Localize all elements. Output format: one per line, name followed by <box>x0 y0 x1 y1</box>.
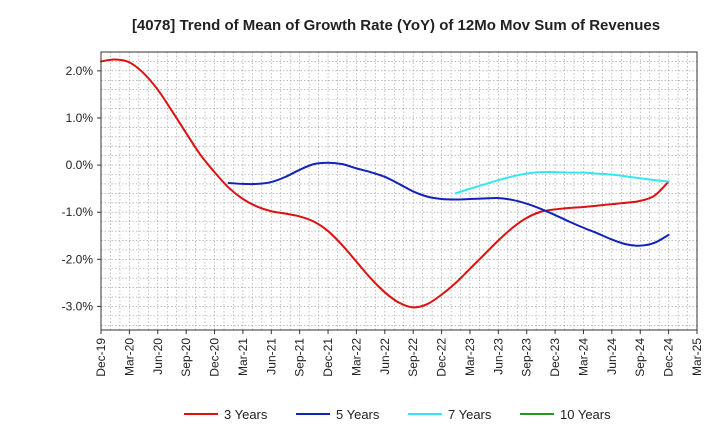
legend-label-10-years: 10 Years <box>560 407 611 422</box>
grid-layer <box>100 51 698 330</box>
y-tick-label: -2.0% <box>62 252 94 266</box>
x-tick-label: Dec-20 <box>208 338 222 377</box>
x-tick-label: Sep-20 <box>179 338 193 377</box>
y-tick-label: 1.0% <box>66 111 94 125</box>
x-tick-label: Dec-23 <box>548 338 562 377</box>
series-line-7-years <box>454 171 670 195</box>
x-tick-label: Jun-24 <box>605 338 619 375</box>
legend-label-7-years: 7 Years <box>448 407 492 422</box>
series-line-3-years <box>100 58 670 309</box>
plot-frame <box>100 51 698 331</box>
x-tick-label: Sep-22 <box>406 338 420 377</box>
axis-layer: 2.0% 1.0% 0.0% -1.0% -2.0% -3.0% Dec-19 Mar-20 J… <box>62 64 704 377</box>
x-tick-label: Mar-22 <box>349 338 363 376</box>
x-tick-label: Mar-24 <box>576 338 590 376</box>
x-tick-label: Dec-19 <box>94 338 108 377</box>
x-tick-label: Dec-24 <box>662 338 676 377</box>
y-tick-label: -1.0% <box>62 205 94 219</box>
x-tick-label: Mar-20 <box>122 338 136 376</box>
x-tick-label: Sep-23 <box>520 338 534 377</box>
chart-title: [4078] Trend of Mean of Growth Rate (YoY… <box>132 17 660 34</box>
x-tick-label: Mar-23 <box>463 338 477 376</box>
x-tick-label: Sep-24 <box>633 338 647 377</box>
x-tick-label: Dec-22 <box>435 338 449 377</box>
x-tick-label: Jun-23 <box>491 338 505 375</box>
y-tick-label: -3.0% <box>62 299 94 313</box>
x-tick-label: Jun-20 <box>151 338 165 375</box>
y-tick-label: 2.0% <box>66 64 94 78</box>
legend-label-5-years: 5 Years <box>336 407 380 422</box>
y-tick-label: 0.0% <box>66 158 94 172</box>
x-tick-label: Jun-22 <box>378 338 392 375</box>
series-line-5-years <box>227 161 670 247</box>
chart-legend: 3 Years 5 Years 7 Years 10 Years <box>184 407 611 422</box>
x-tick-label: Dec-21 <box>321 338 335 377</box>
x-tick-label: Mar-25 <box>690 338 704 376</box>
x-tick-label: Mar-21 <box>236 338 250 376</box>
legend-label-3-years: 3 Years <box>224 407 268 422</box>
series-layer <box>100 58 670 309</box>
x-tick-label: Jun-21 <box>264 338 278 375</box>
x-tick-label: Sep-21 <box>293 338 307 377</box>
